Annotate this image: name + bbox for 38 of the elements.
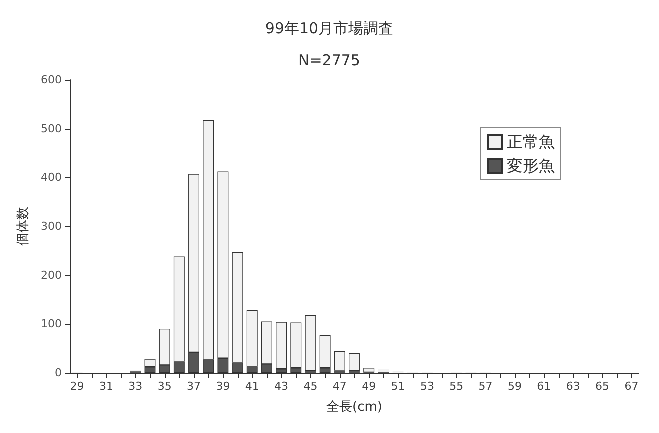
bar	[305, 315, 316, 372]
x-tick-label: 31	[99, 380, 114, 393]
x-tick-label: 59	[508, 380, 522, 393]
x-tick-label: 37	[187, 380, 202, 393]
x-tick-label: 51	[391, 380, 406, 393]
x-axis-title: 全長(cm)	[326, 400, 382, 415]
y-tick-label: 600	[41, 74, 62, 86]
y-tick-label: 200	[41, 268, 62, 282]
x-tick-label: 65	[596, 380, 610, 393]
x-tick-label: 49	[362, 380, 376, 393]
bar	[378, 370, 390, 373]
y-tick-label: 0	[55, 366, 62, 380]
chart-title: 99年10月市場調査	[265, 20, 394, 38]
x-tick-label: 35	[158, 380, 172, 393]
bar	[349, 353, 360, 372]
bar	[334, 352, 346, 371]
x-tick-label: 55	[450, 380, 464, 393]
x-tick-label: 39	[216, 380, 230, 393]
legend-label: 正常魚	[507, 132, 555, 152]
x-tick-label: 67	[624, 380, 639, 393]
legend-label: 変形魚	[507, 156, 555, 176]
x-tick-label: 41	[245, 380, 260, 393]
x-tick-label: 61	[537, 380, 552, 393]
x-tick-label: 29	[70, 380, 84, 393]
bar	[276, 322, 288, 370]
y-tick-label: 300	[41, 220, 62, 233]
x-tick-label: 57	[478, 380, 493, 393]
x-tick-label: 63	[566, 380, 580, 393]
y-tick-label: 500	[41, 122, 62, 136]
chart-subtitle: N=2775	[298, 52, 360, 70]
x-tick-label: 33	[128, 380, 143, 393]
y-tick-label: 100	[41, 318, 62, 331]
y-axis-title: 個体数	[16, 207, 31, 246]
x-tick-label: 45	[304, 380, 318, 393]
y-tick-label: 400	[41, 171, 62, 184]
x-tick-label: 47	[332, 380, 347, 393]
x-tick-label: 43	[274, 380, 289, 393]
x-tick-label: 53	[420, 380, 434, 393]
